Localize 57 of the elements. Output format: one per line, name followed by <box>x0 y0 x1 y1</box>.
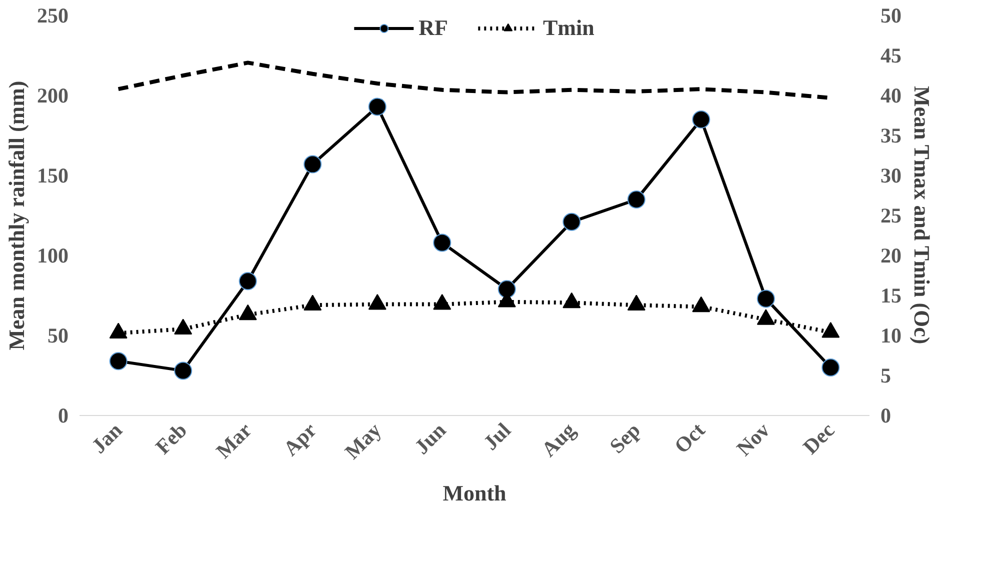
y-tick-label: 250 <box>37 4 68 28</box>
point <box>498 280 516 298</box>
point <box>174 318 192 335</box>
point <box>627 190 646 208</box>
point <box>368 98 386 116</box>
x-axis-title: Month <box>442 480 506 506</box>
x-tick-label: Feb <box>150 418 192 459</box>
y-tick-label: 150 <box>37 164 68 188</box>
point <box>756 309 775 325</box>
point <box>822 322 840 338</box>
y2-tick-label: 5 <box>880 364 891 388</box>
point <box>109 322 128 339</box>
point <box>627 294 646 311</box>
x-tick-label: Sep <box>604 418 645 458</box>
y2-tick-label: 0 <box>880 404 891 428</box>
legend-label: RF <box>418 15 448 41</box>
x-tick-label: Nov <box>732 418 775 461</box>
y-tick-label: 50 <box>48 324 68 348</box>
x-tick-label: Jan <box>86 418 128 458</box>
y2-tick-label: 25 <box>880 204 902 228</box>
y-axis-title: Mean monthly rainfall (mm) <box>4 80 29 350</box>
y2-tick-label: 10 <box>880 324 902 348</box>
point <box>368 294 386 310</box>
y2-axis-title: Mean Tmax and Tmin (Oc) <box>910 86 934 344</box>
point <box>433 294 452 310</box>
y2-tick-label: 45 <box>880 44 902 68</box>
y-tick-label: 0 <box>58 404 68 428</box>
x-tick-label: Dec <box>798 418 840 459</box>
y2-tick-label: 40 <box>880 84 902 108</box>
point <box>562 212 581 231</box>
point <box>109 352 128 370</box>
y2-tick-label: 15 <box>880 284 902 308</box>
point <box>238 304 257 320</box>
point <box>562 292 581 308</box>
x-tick-label: Jul <box>478 418 516 455</box>
point <box>238 272 257 290</box>
y-tick-label: 100 <box>37 244 68 268</box>
x-tick-label: Apr <box>278 418 322 461</box>
legend-label: Tmin <box>542 15 594 41</box>
x-tick-label: Oct <box>670 418 710 458</box>
y-tick-label: 200 <box>37 84 68 108</box>
x-tick-label: Aug <box>536 418 580 462</box>
y2-tick-label: 50 <box>880 4 902 28</box>
point <box>174 362 192 380</box>
point <box>756 290 775 308</box>
x-tick-label: Mar <box>211 418 256 464</box>
point <box>304 155 322 174</box>
point <box>304 294 322 311</box>
y2-tick-label: 35 <box>880 124 902 148</box>
y2-tick-label: 20 <box>880 244 902 268</box>
point <box>692 110 710 128</box>
x-tick-label: May <box>340 418 386 464</box>
point <box>433 234 452 252</box>
x-tick-label: Jun <box>410 418 451 459</box>
point <box>822 358 840 376</box>
point <box>692 296 710 312</box>
y2-tick-label: 30 <box>880 164 902 188</box>
